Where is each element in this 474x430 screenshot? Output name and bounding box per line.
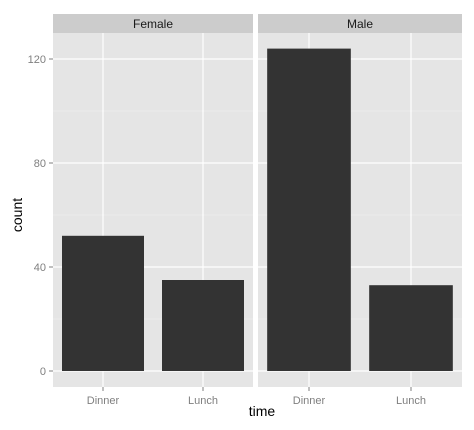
x-axis-title: time [249, 403, 276, 419]
x-tick-label: Dinner [87, 395, 120, 407]
bar-male-lunch [369, 285, 453, 371]
y-tick-label: 0 [40, 366, 46, 378]
bar-female-dinner [62, 235, 144, 371]
facet-strip-label: Male [347, 17, 373, 31]
facets: Female Dinner Lunch Male Dinner Lunch [53, 14, 462, 407]
facet-strip [258, 14, 462, 33]
x-tick-label: Lunch [188, 395, 218, 407]
facet-strip-label: Female [133, 17, 173, 31]
bar-male-dinner [267, 48, 351, 371]
x-tick-label: Dinner [293, 395, 326, 407]
y-axis: 0 40 80 120 [28, 54, 53, 378]
y-tick-label: 120 [28, 54, 46, 66]
y-axis-title: count [9, 198, 25, 232]
y-tick-label: 80 [34, 158, 46, 170]
y-tick-label: 40 [34, 262, 46, 274]
facet-panel-female: Female Dinner Lunch [53, 14, 253, 407]
x-tick-label: Lunch [396, 395, 426, 407]
bar-female-lunch [162, 280, 244, 371]
facet-strip [53, 14, 253, 33]
facet-panel-male: Male Dinner Lunch [258, 14, 462, 407]
